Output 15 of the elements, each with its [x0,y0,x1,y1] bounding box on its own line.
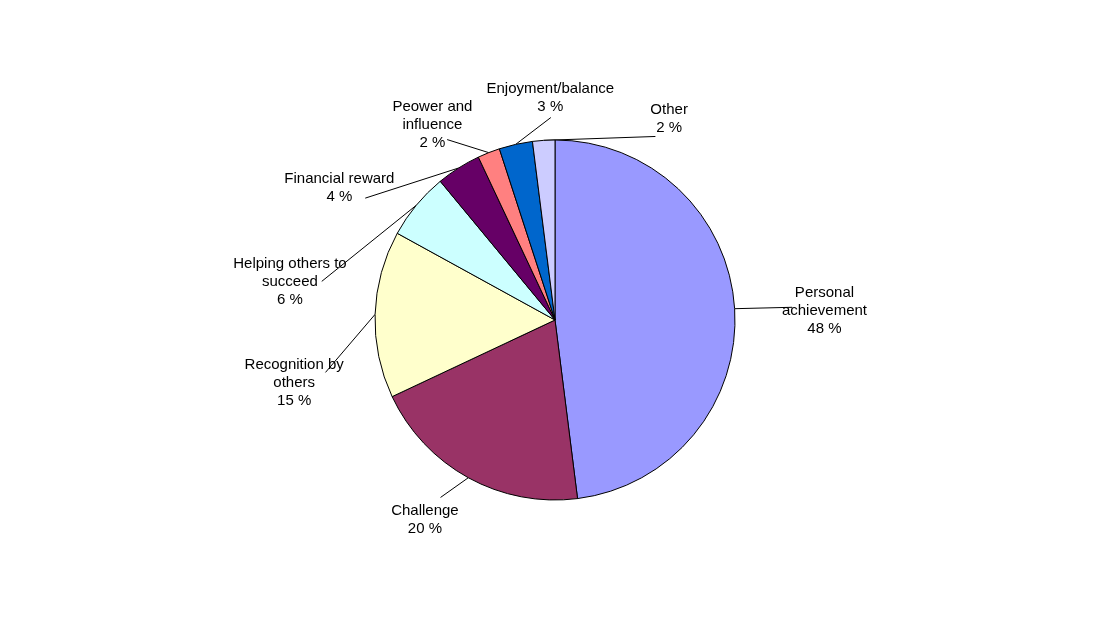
data-label: 15 % [277,391,312,409]
data-label: 20 % [407,519,443,537]
slice-label: Helping others to succeed [233,254,347,290]
slice-label: Other [650,100,688,118]
data-label: 2 % [419,132,446,150]
data-label: 4 % [326,186,353,204]
data-label: 48 % [807,318,842,336]
data-label: 3 % [537,97,564,115]
slice-label: Peower and influence [392,96,473,132]
data-label: 6 % [277,290,303,308]
slice-label: Enjoyment/balance [486,79,615,97]
slice-label: Financial reward [284,168,395,186]
slice-label: Personal achievement [781,282,868,318]
data-label: 2 % [656,118,683,136]
slice-label: Challenge [391,501,459,519]
